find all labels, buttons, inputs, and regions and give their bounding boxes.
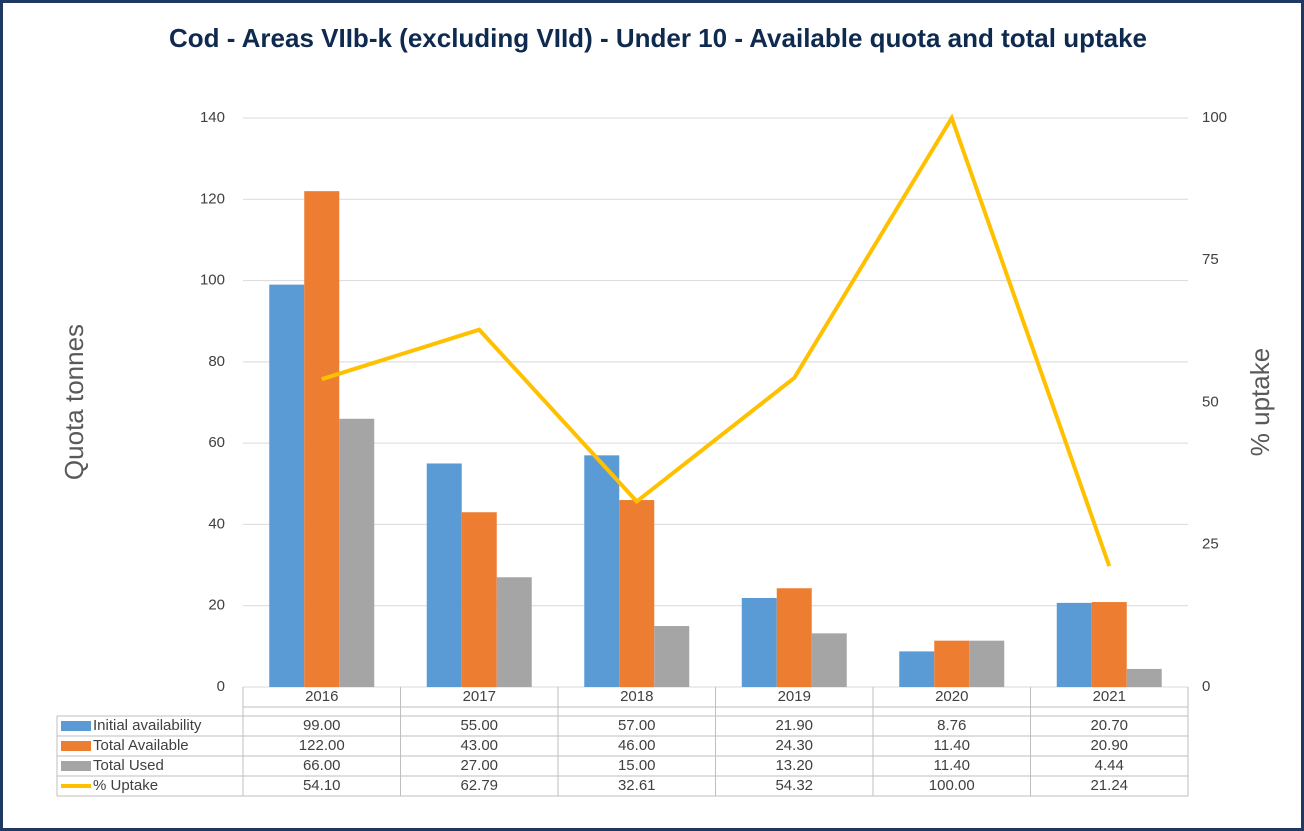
legend-label: % Uptake (93, 777, 158, 794)
y2-tick-label: 25 (1202, 536, 1219, 553)
table-value: 46.00 (618, 737, 656, 754)
legend-label: Total Available (93, 737, 189, 754)
bar (461, 512, 497, 687)
bar (426, 463, 462, 687)
y-tick-label: 100 (200, 272, 225, 289)
y-tick-label: 80 (208, 353, 225, 370)
legend-key (61, 721, 91, 731)
bar (811, 633, 847, 687)
bar (654, 626, 690, 687)
bar (269, 284, 305, 687)
table-value: 54.32 (775, 777, 813, 794)
table-value: 57.00 (618, 717, 656, 734)
table-value: 21.24 (1090, 777, 1128, 794)
y2-tick-label: 75 (1202, 251, 1219, 268)
bar (339, 418, 375, 687)
table-value: 62.79 (460, 777, 498, 794)
y-tick-label: 40 (208, 515, 225, 532)
table-value: 20.90 (1090, 737, 1128, 754)
table-value: 4.44 (1095, 757, 1124, 774)
x-tick-label: 2020 (935, 688, 968, 705)
bar (899, 651, 935, 687)
table-value: 24.30 (775, 737, 813, 754)
bar (1091, 602, 1127, 687)
table-value: 15.00 (618, 757, 656, 774)
bar (304, 191, 340, 687)
bar (969, 640, 1005, 687)
table-value: 13.20 (775, 757, 813, 774)
table-value: 21.90 (775, 717, 813, 734)
y-tick-label: 0 (217, 678, 225, 695)
y-tick-label: 140 (200, 109, 225, 126)
bar (741, 597, 777, 687)
table-value: 99.00 (303, 717, 341, 734)
table-value: 32.61 (618, 777, 656, 794)
bar (776, 588, 812, 687)
chart-title: Cod - Areas VIIb-k (excluding VIId) - Un… (168, 23, 1148, 53)
table-value: 66.00 (303, 757, 341, 774)
x-tick-label: 2018 (620, 688, 653, 705)
y2-tick-label: 0 (1202, 678, 1210, 695)
x-tick-label: 2019 (778, 688, 811, 705)
bar (584, 455, 620, 687)
y2-tick-label: 100 (1202, 109, 1227, 126)
legend-key (61, 741, 91, 751)
x-tick-label: 2021 (1093, 688, 1126, 705)
table-value: 27.00 (460, 757, 498, 774)
bar (1056, 602, 1092, 687)
y-tick-label: 60 (208, 434, 225, 451)
line (321, 113, 1112, 567)
x-tick-label: 2016 (305, 688, 338, 705)
bar (619, 500, 655, 687)
table-value: 11.40 (934, 757, 970, 774)
table-value: 20.70 (1090, 717, 1128, 734)
y-tick-label: 20 (208, 597, 225, 614)
bar (934, 640, 970, 687)
y-tick-label: 120 (200, 190, 225, 207)
bar (1126, 668, 1162, 687)
y-axis-title: Quota tonnes (59, 324, 89, 480)
y2-tick-label: 50 (1202, 393, 1219, 410)
table-value: 122.00 (299, 737, 345, 754)
table-value: 8.76 (937, 717, 966, 734)
table-value: 54.10 (303, 777, 341, 794)
table-value: 11.40 (934, 737, 970, 754)
table-value: 55.00 (460, 717, 498, 734)
legend-label: Total Used (93, 757, 164, 774)
legend-key (61, 761, 91, 771)
x-tick-label: 2017 (463, 688, 496, 705)
bar (496, 577, 532, 687)
legend-label: Initial availability (93, 717, 202, 734)
table-value: 43.00 (460, 737, 498, 754)
table-value: 100.00 (929, 777, 975, 794)
y2-axis-title: % uptake (1245, 348, 1275, 456)
